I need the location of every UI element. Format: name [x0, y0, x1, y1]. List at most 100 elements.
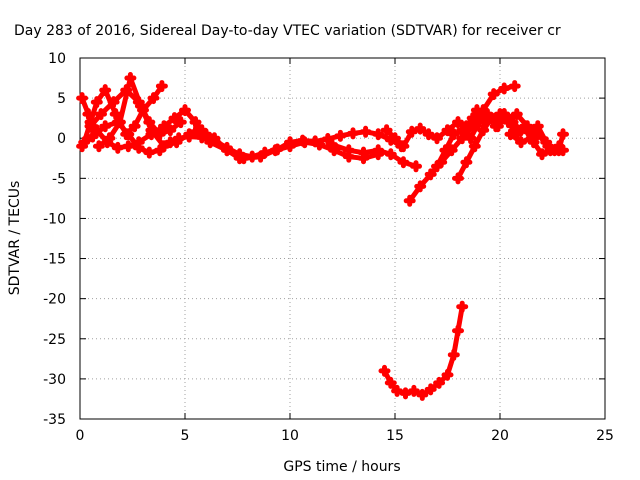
data-point [405, 125, 418, 138]
y-axis-label: SDTVAR / TECUs [7, 181, 23, 296]
data-point [494, 108, 506, 121]
data-point [384, 376, 397, 389]
data-point [86, 130, 99, 143]
data-point [424, 383, 437, 396]
chart-title: Day 283 of 2016, Sidereal Day-to-day VTE… [14, 23, 561, 39]
data-point [452, 324, 464, 337]
data-point [477, 124, 490, 137]
data-point [414, 122, 427, 135]
y-tick-label: -35 [43, 412, 66, 428]
data-point [174, 116, 187, 129]
data-point [168, 112, 181, 125]
data-point [372, 128, 385, 141]
data-point [525, 132, 538, 145]
data-point [92, 140, 105, 153]
y-tick-label: -25 [43, 332, 66, 348]
data-point [389, 132, 401, 145]
data-point [84, 120, 97, 133]
y-tick-label: -15 [43, 252, 66, 268]
x-axis: 0 5 10 15 20 25 [76, 58, 614, 444]
data-point [510, 108, 523, 121]
data-point [468, 140, 481, 153]
data-point [372, 144, 385, 157]
y-tick-label: 0 [57, 131, 66, 147]
data-point [128, 120, 141, 133]
data-point [189, 116, 202, 129]
data-point [441, 368, 454, 381]
data-point [143, 146, 156, 159]
data-point [456, 300, 469, 313]
data-point [441, 124, 454, 137]
data-point [414, 180, 427, 193]
data-point [120, 84, 133, 97]
y-tick-label: -20 [43, 292, 66, 308]
data-point [120, 128, 133, 141]
data-point [489, 120, 502, 133]
data-point [431, 160, 443, 173]
grid [80, 58, 605, 419]
x-tick-label: 25 [596, 428, 614, 444]
data-point [90, 124, 103, 137]
x-tick-label: 20 [491, 428, 509, 444]
data-point [447, 128, 460, 141]
data-point [439, 144, 452, 157]
data-point [99, 84, 112, 97]
data-point [221, 144, 233, 157]
y-tick-label: -5 [52, 171, 66, 187]
data-point [521, 120, 534, 133]
data-point [107, 96, 120, 109]
data-point [237, 152, 250, 165]
data-point [433, 376, 446, 389]
data-point [95, 108, 107, 121]
data-point [391, 384, 404, 397]
data-point [540, 136, 553, 149]
data-point [321, 133, 334, 146]
y-axis: 10 5 0 -5 -10 -15 -20 -25 -30 -35 [43, 51, 605, 428]
data-point [347, 127, 359, 140]
data-point [147, 92, 160, 105]
data-point [359, 125, 372, 138]
data-point [313, 138, 326, 151]
data-point [122, 140, 135, 153]
data-point [342, 144, 355, 157]
data-point [452, 172, 464, 185]
data-point [498, 82, 511, 95]
data-point [399, 387, 412, 400]
series-group [76, 72, 569, 401]
y-tick-label: -30 [43, 372, 66, 388]
data-point [132, 136, 145, 149]
data-point [111, 141, 124, 154]
data-point [78, 136, 91, 149]
x-tick-label: 15 [386, 428, 404, 444]
data-point [557, 144, 569, 157]
y-tick-label: 5 [57, 91, 66, 107]
x-tick-label: 5 [181, 428, 190, 444]
data-point [380, 124, 393, 137]
data-point [378, 364, 391, 377]
data-point [515, 136, 527, 149]
data-point [155, 80, 168, 93]
y-tick-label: -10 [43, 211, 66, 227]
data-point [357, 146, 370, 159]
data-point [189, 125, 202, 138]
data-point [164, 124, 177, 137]
x-tick-label: 10 [281, 428, 299, 444]
data-point [447, 348, 460, 361]
data-point [407, 384, 420, 397]
data-point [298, 136, 311, 149]
data-point [204, 136, 217, 149]
data-point [113, 116, 126, 129]
data-point [504, 128, 517, 141]
data-point [473, 116, 485, 129]
data-point [170, 136, 183, 149]
y-tick-label: 10 [48, 51, 66, 67]
data-point [500, 112, 513, 125]
data-point [508, 80, 521, 93]
data-point [158, 140, 170, 153]
data-point [132, 96, 145, 109]
data-point [384, 148, 397, 161]
data-point [143, 116, 156, 129]
data-point [179, 104, 191, 117]
data-point [536, 148, 548, 161]
